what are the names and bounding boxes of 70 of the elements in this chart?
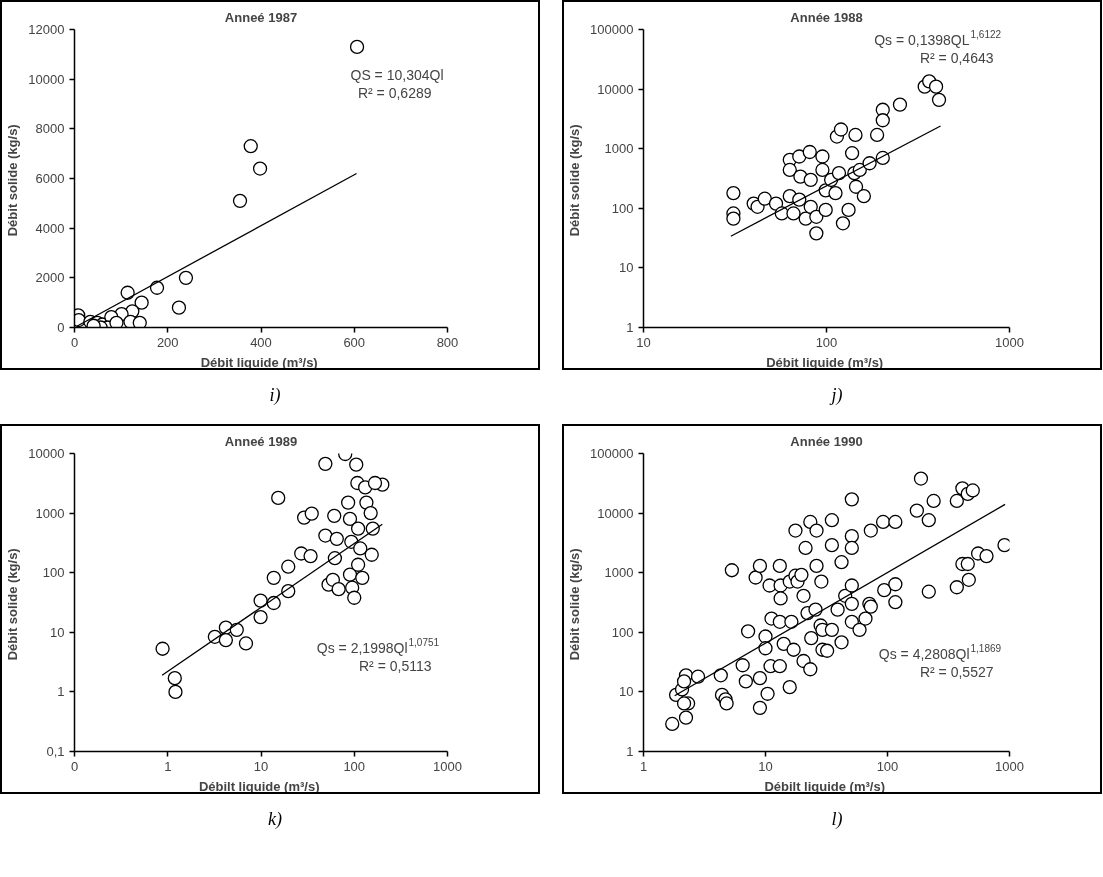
annotation: R² = 0,6289 (357, 85, 432, 102)
x-tick-label: 1 (639, 758, 648, 774)
point (120, 285, 135, 300)
y-tick-label: 100000 (590, 446, 634, 461)
annotation: R² = 0,4643 (919, 49, 994, 66)
annotation: R² = 0,5113 (358, 658, 432, 675)
y-tick-label: 10 (619, 684, 634, 700)
text: k) (268, 808, 282, 831)
text: l) (831, 808, 843, 831)
point (232, 193, 248, 208)
x-tick-label: 0 (70, 334, 79, 350)
y-tick-label: 10000 (28, 71, 65, 87)
y-axis-title: Débit solide (kg/s) (567, 124, 583, 237)
chart-title: Année 1990 (790, 433, 863, 449)
point (171, 300, 187, 315)
chart-title: Année 1988 (790, 9, 863, 25)
x-tick-label: 100 (343, 758, 366, 774)
y-tick-label: 100 (611, 200, 634, 216)
x-tick-label: 1000 (995, 334, 1024, 350)
y-tick-label: 1 (626, 320, 634, 335)
chart-title: Anneé 1987 (224, 9, 298, 25)
y-tick-label: 6000 (35, 171, 65, 186)
point (132, 315, 147, 328)
chart-title: Anneé 1989 (224, 433, 298, 449)
x-tick-label: 1000 (433, 758, 462, 774)
y-tick-label: 1000 (35, 505, 65, 521)
y-tick-label: 10000 (597, 81, 634, 97)
y-tick-label: 2000 (35, 270, 65, 286)
y-tick-label: 12000 (28, 22, 65, 37)
y-axis-title: Débit solide (kg/s) (567, 548, 583, 661)
point (178, 270, 194, 285)
x-tick-label: 10 (253, 758, 269, 774)
point (109, 315, 124, 328)
y-tick-label: 0 (57, 320, 65, 335)
annotation: QS = 10,304Ql (350, 67, 444, 84)
x-tick-label: 400 (250, 334, 272, 350)
point (149, 280, 165, 295)
annotation: R² = 0,5527 (919, 664, 994, 681)
y-axis-title: Débit solide (kg/s) (5, 548, 21, 661)
x-tick-label: 10 (758, 758, 773, 774)
x-tick-label: 10 (636, 334, 651, 350)
y-tick-label: 10 (50, 624, 65, 640)
x-tick-label: 100 (876, 758, 899, 774)
x-tick-label: 600 (343, 334, 366, 350)
y-tick-label: 100 (611, 624, 634, 640)
y-tick-label: 10000 (597, 505, 634, 521)
y-tick-label: 8000 (35, 121, 65, 137)
x-tick-label: 800 (436, 334, 459, 350)
x-tick-label: 200 (156, 334, 179, 350)
x-tick-label: 1 (164, 758, 172, 774)
point (349, 39, 365, 55)
y-axis-title: Débit solide (kg/s) (5, 124, 21, 237)
y-tick-label: 1000 (604, 565, 634, 581)
x-tick-label: 0 (70, 758, 79, 774)
y-tick-label: 1 (626, 744, 634, 759)
x-tick-label: 1000 (995, 758, 1024, 774)
y-tick-label: 100 (42, 565, 65, 581)
point (243, 139, 258, 154)
y-tick-label: 1 (57, 684, 65, 700)
y-tick-label: 10 (619, 260, 634, 276)
y-tick-label: 10000 (28, 446, 65, 461)
point (134, 295, 149, 310)
y-tick-label: 1000 (604, 141, 634, 157)
y-tick-label: 0,1 (46, 744, 65, 759)
text: j) (831, 384, 843, 407)
y-tick-label: 4000 (35, 220, 65, 236)
point (252, 161, 268, 176)
y-tick-label: 100000 (590, 22, 634, 37)
x-tick-label: 100 (815, 334, 838, 350)
text: i) (269, 384, 281, 407)
